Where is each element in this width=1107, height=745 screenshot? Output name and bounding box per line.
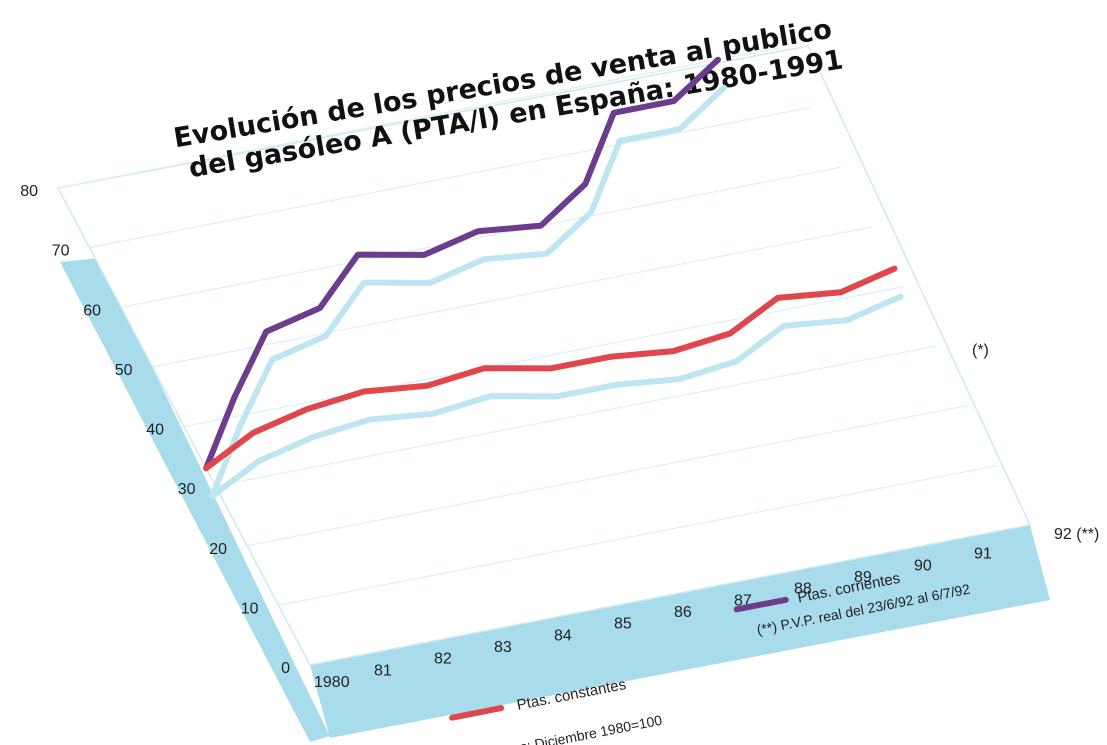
note-ptas-constantes: (*) Ptas. constantes: Diciembre 1980=100 [406,712,664,745]
x-tick-label: 85 [614,616,632,633]
series-line-corrientes [203,56,721,472]
series-lines [203,56,898,472]
series-line-constantes [203,265,898,472]
x-tick-label: 82 [434,651,452,668]
y-tick-label: 0 [281,660,290,677]
x-tick-label: 89 [854,569,872,586]
gridline [89,107,810,249]
x-tick-label: 1980 [314,674,350,691]
y-tick-label: 60 [83,302,101,319]
y-tick-label: 10 [241,600,259,617]
gridline [246,405,968,547]
gridline [120,166,842,308]
y-tick-label: 50 [115,362,133,379]
x-tick-label: 84 [554,627,572,644]
legend-swatch-corrientes [733,596,789,613]
y-tick-label: 40 [146,422,164,439]
x-tick-label: 83 [494,639,512,656]
gridline [57,47,779,189]
series-shadow-line [209,84,727,500]
legend-swatch-constantes [449,705,505,721]
x-tick-label: 90 [914,557,932,574]
y-tick-label: 30 [178,481,196,498]
plot-area [56,45,1032,666]
y-axis-ticks: 0 10 20 30 40 50 60 70 80 [20,183,290,677]
series-shadows [209,84,904,500]
gridline [152,226,873,368]
x-tick-label: 91 [974,546,992,563]
end-marker-label: (*) [972,342,989,359]
x-tick-label: 81 [374,662,392,679]
y-tick-label: 80 [20,183,38,200]
y-tick-label: 20 [209,541,227,558]
x-tick-label: 88 [794,581,812,598]
gridline [215,345,936,487]
gridlines [57,47,999,606]
left-side-panel [60,258,330,742]
bottom-panel [310,525,1050,738]
gridline [278,464,999,606]
series-shadow-line [209,293,904,500]
gridline [183,286,905,427]
x-tick-label: 92 (**) [1054,526,1099,543]
y-tick-label: 70 [52,243,70,260]
x-tick-label: 86 [674,604,692,621]
